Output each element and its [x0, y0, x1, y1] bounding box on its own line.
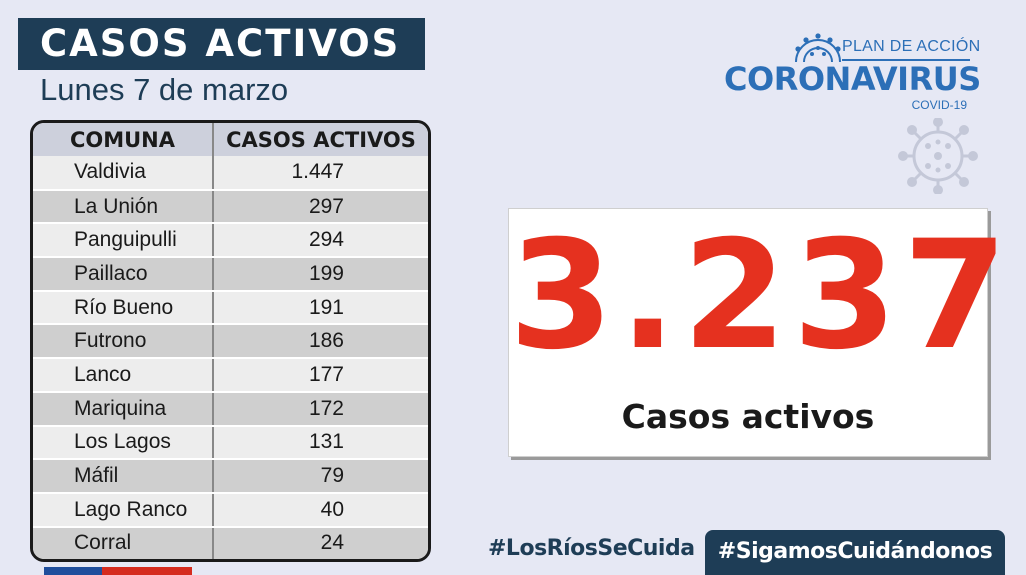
table-row: Río Bueno 191: [33, 290, 428, 326]
table-row: Los Lagos 131: [33, 425, 428, 461]
comuna-cell: Máfil: [33, 459, 214, 494]
hashtag-sigamos: #SigamosCuidándonos: [705, 530, 1005, 575]
comuna-cell: Panguipulli: [33, 223, 214, 259]
virus-icon: [898, 118, 978, 194]
casos-cell: 79: [213, 459, 428, 494]
date-label: Lunes 7 de marzo: [40, 72, 289, 107]
total-cases-label: Casos activos: [621, 397, 875, 436]
logo-plan-text: PLAN DE ACCIÓN: [842, 38, 981, 55]
casos-cell: 172: [213, 391, 428, 427]
casos-cell: 177: [213, 358, 428, 393]
comuna-cell: La Unión: [33, 189, 214, 225]
cases-table: COMUNA CASOS ACTIVOS Valdivia 1.447 La Uni…: [30, 120, 431, 562]
plan-coronavirus-logo: PLAN DE ACCIÓN CORONAVIRUS COVID-19: [720, 32, 981, 112]
flag-red-segment: [102, 567, 192, 575]
table-row: Futrono 186: [33, 324, 428, 360]
comuna-cell: Mariquina: [33, 391, 214, 427]
comuna-cell: Valdivia: [33, 156, 214, 191]
casos-cell: 1.447: [213, 156, 428, 191]
casos-cell: 191: [213, 290, 428, 326]
comuna-cell: Corral: [33, 526, 214, 559]
flag-stripe: [44, 567, 192, 575]
page-title: CASOS ACTIVOS: [18, 18, 425, 70]
table-row: Máfil 79: [33, 459, 428, 494]
casos-cell: 186: [213, 324, 428, 360]
table-row: Mariquina 172: [33, 391, 428, 427]
casos-cell: 199: [213, 257, 428, 292]
total-cases-number: 3.237: [509, 209, 1014, 383]
casos-cell: 24: [213, 526, 428, 559]
hashtag-los-rios: #LosRíosSeCuida: [488, 536, 695, 561]
casos-cell: 131: [213, 425, 428, 461]
logo-underline: [842, 59, 970, 61]
table-row: Lago Ranco 40: [33, 492, 428, 528]
header-casos-activos: CASOS ACTIVOS: [213, 123, 428, 156]
header-comuna: COMUNA: [33, 123, 214, 156]
casos-cell: 297: [213, 189, 428, 225]
virus-icon: [795, 33, 841, 62]
comuna-cell: Futrono: [33, 324, 214, 360]
comuna-cell: Lago Ranco: [33, 492, 214, 528]
flag-blue-segment: [44, 567, 102, 575]
casos-cell: 40: [213, 492, 428, 528]
table-row: Paillaco 199: [33, 257, 428, 292]
table-header-row: COMUNA CASOS ACTIVOS: [33, 123, 428, 156]
comuna-cell: Los Lagos: [33, 425, 214, 461]
table-row: Valdivia 1.447: [33, 156, 428, 191]
table-row: La Unión 297: [33, 189, 428, 225]
comuna-cell: Río Bueno: [33, 290, 214, 326]
logo-main-text: CORONAVIRUS: [724, 60, 981, 98]
table-row: Lanco 177: [33, 358, 428, 393]
table-row: Panguipulli 294: [33, 223, 428, 259]
logo-covid-text: COVID-19: [911, 98, 967, 112]
table-row: Corral 24: [33, 526, 428, 559]
total-cases-card: 3.237 Casos activos: [508, 208, 1014, 457]
casos-cell: 294: [213, 223, 428, 259]
comuna-cell: Paillaco: [33, 257, 214, 292]
comuna-cell: Lanco: [33, 358, 214, 393]
